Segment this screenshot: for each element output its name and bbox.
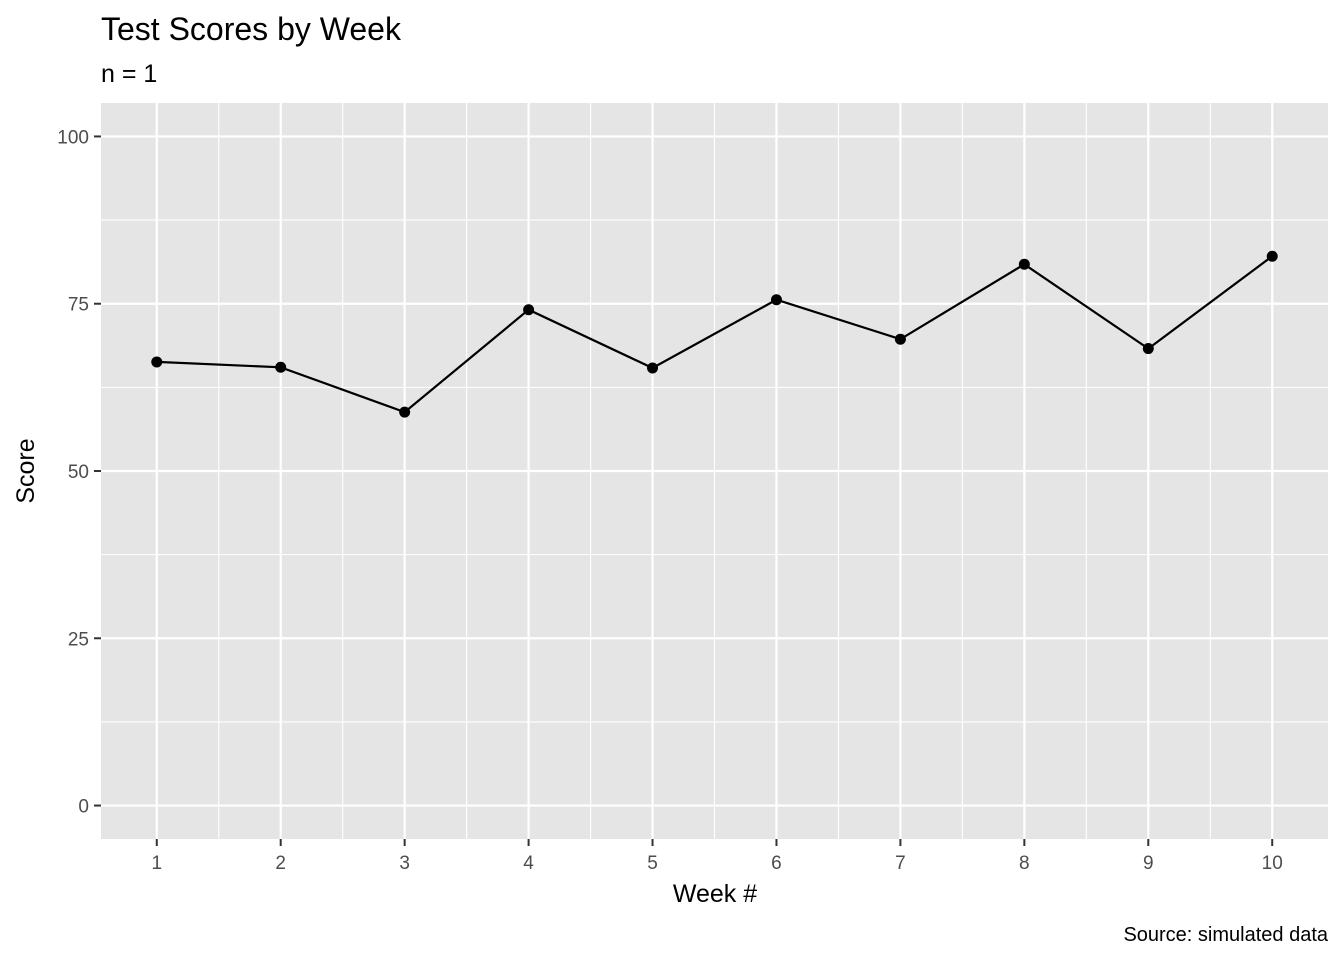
x-tick-label: 5 — [647, 853, 658, 874]
chart-title: Test Scores by Week — [101, 11, 402, 47]
chart-subtitle: n = 1 — [101, 60, 157, 88]
data-point — [523, 304, 535, 316]
x-tick-label: 2 — [275, 853, 286, 874]
x-tick-label: 8 — [1019, 853, 1030, 874]
major-gridlines — [101, 103, 1328, 839]
x-tick-label: 3 — [399, 853, 410, 874]
x-axis-title: Week # — [673, 880, 757, 908]
x-tick-label: 7 — [895, 853, 906, 874]
data-point — [1266, 250, 1278, 262]
x-tick-label: 1 — [151, 853, 162, 874]
y-tick-label: 25 — [68, 629, 89, 650]
data-point — [151, 356, 163, 368]
y-tick-label: 75 — [68, 295, 89, 316]
x-tick-label: 9 — [1143, 853, 1154, 874]
data-point — [399, 406, 411, 418]
x-axis-ticks: 1 2 3 4 5 6 7 8 9 10 — [151, 839, 1283, 874]
x-tick-label: 10 — [1262, 853, 1283, 874]
data-point — [894, 333, 906, 345]
y-tick-label: 100 — [57, 127, 89, 148]
data-point — [275, 361, 287, 373]
x-tick-label: 6 — [771, 853, 782, 874]
data-points — [151, 250, 1278, 418]
data-point — [1018, 258, 1030, 270]
y-axis-title: Score — [12, 438, 40, 503]
data-point — [1142, 343, 1154, 355]
data-point — [770, 294, 782, 306]
data-point — [647, 362, 659, 374]
y-axis-ticks: 0 25 50 75 100 — [57, 127, 101, 818]
chart-caption: Source: simulated data — [1123, 924, 1328, 946]
data-line — [156, 255, 1273, 414]
y-tick-label: 50 — [68, 462, 89, 483]
x-tick-label: 4 — [523, 853, 534, 874]
y-tick-label: 0 — [78, 797, 89, 818]
